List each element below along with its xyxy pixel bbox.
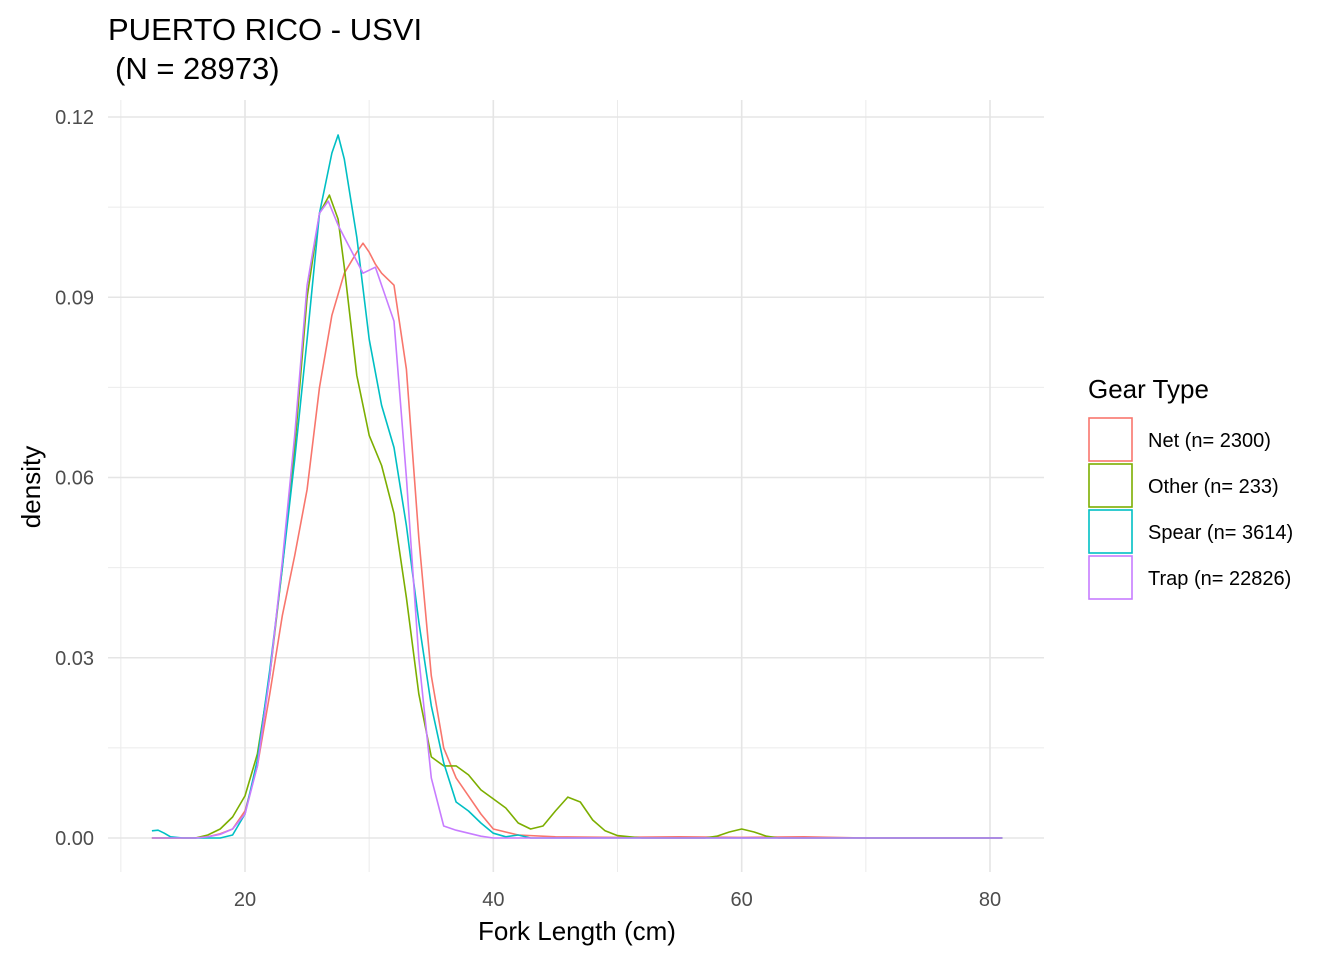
density-line [151, 200, 1003, 839]
x-tick-label: 20 [234, 889, 256, 911]
legend-label: Other (n= 233) [1148, 476, 1279, 498]
density-line [151, 242, 1003, 839]
x-tick-label: 40 [482, 889, 504, 911]
legend-key [1088, 509, 1133, 554]
y-tick-label: 0.03 [55, 648, 94, 670]
y-axis-title: density [16, 446, 46, 528]
legend-label: Net (n= 2300) [1148, 430, 1271, 452]
density-line [151, 194, 1003, 839]
legend-title: Gear Type [1088, 374, 1209, 404]
legend-items: Net (n= 2300) Other (n= 233) Spear (n= 361… [1088, 417, 1293, 600]
y-tick-label: 0.00 [55, 828, 94, 850]
legend-label: Trap (n= 22826) [1148, 568, 1291, 590]
legend-key [1088, 417, 1133, 462]
y-tick-label: 0.06 [55, 468, 94, 490]
chart-title: PUERTO RICO - USVI [108, 12, 422, 47]
x-tick-label: 80 [979, 889, 1001, 911]
density-line [151, 134, 1003, 839]
legend: Gear Type Net (n= 2300) Other (n= 233) Spe… [1088, 374, 1293, 600]
y-tick-label: 0.09 [55, 287, 94, 309]
x-axis-ticks: 20 40 60 80 [234, 889, 1001, 911]
x-tick-label: 60 [731, 889, 753, 911]
legend-key [1088, 555, 1133, 600]
gridlines [108, 100, 1044, 872]
chart-subtitle: (N = 28973) [115, 51, 280, 86]
y-axis-ticks: 0.00 0.03 0.06 0.09 0.12 [55, 107, 94, 850]
y-tick-label: 0.12 [55, 107, 94, 129]
x-axis-title: Fork Length (cm) [478, 916, 676, 946]
series-lines [151, 134, 1003, 839]
legend-label: Spear (n= 3614) [1148, 522, 1293, 544]
legend-key [1088, 463, 1133, 508]
